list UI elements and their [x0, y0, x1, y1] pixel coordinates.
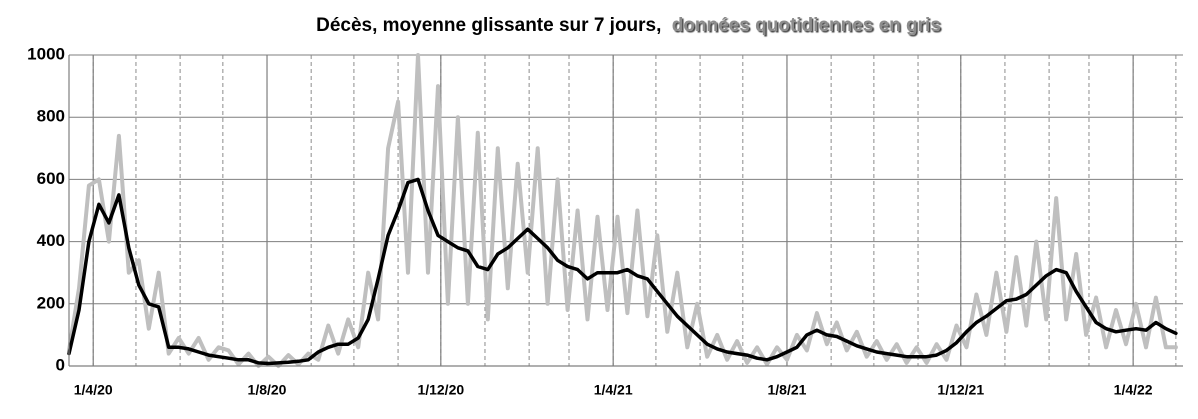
title-main: Décès, moyenne glissante sur 7 jours,: [316, 15, 661, 36]
x-tick-label: 1/12/21: [937, 382, 984, 398]
plot: [67, 53, 1178, 368]
y-tick-label: 0: [56, 355, 65, 374]
x-tick-label: 1/4/22: [1114, 382, 1153, 398]
y-tick-label: 200: [37, 293, 65, 312]
y-tick-label: 400: [37, 231, 65, 250]
axes: 0 200 400 600 800 1000 1/4/20 1/8/20 1/12/20 1/4/…: [27, 44, 1183, 398]
x-tick-label: 1/4/20: [74, 382, 113, 398]
title-note: données quotidiennes en gris: [672, 15, 941, 36]
x-tick-label: 1/8/20: [248, 382, 287, 398]
series-line: [67, 53, 1178, 368]
x-tick-label: 1/4/21: [594, 382, 633, 398]
y-tick-label: 800: [37, 107, 65, 126]
x-tick-label: 1/12/20: [417, 382, 464, 398]
x-tick-label: 1/8/21: [768, 382, 807, 398]
y-tick-label: 1000: [27, 44, 65, 63]
series-line: [67, 177, 1178, 366]
grid: [69, 54, 1183, 367]
chart-title: Décès, moyenne glissante sur 7 jours, do…: [316, 15, 941, 36]
y-tick-label: 600: [37, 169, 65, 188]
